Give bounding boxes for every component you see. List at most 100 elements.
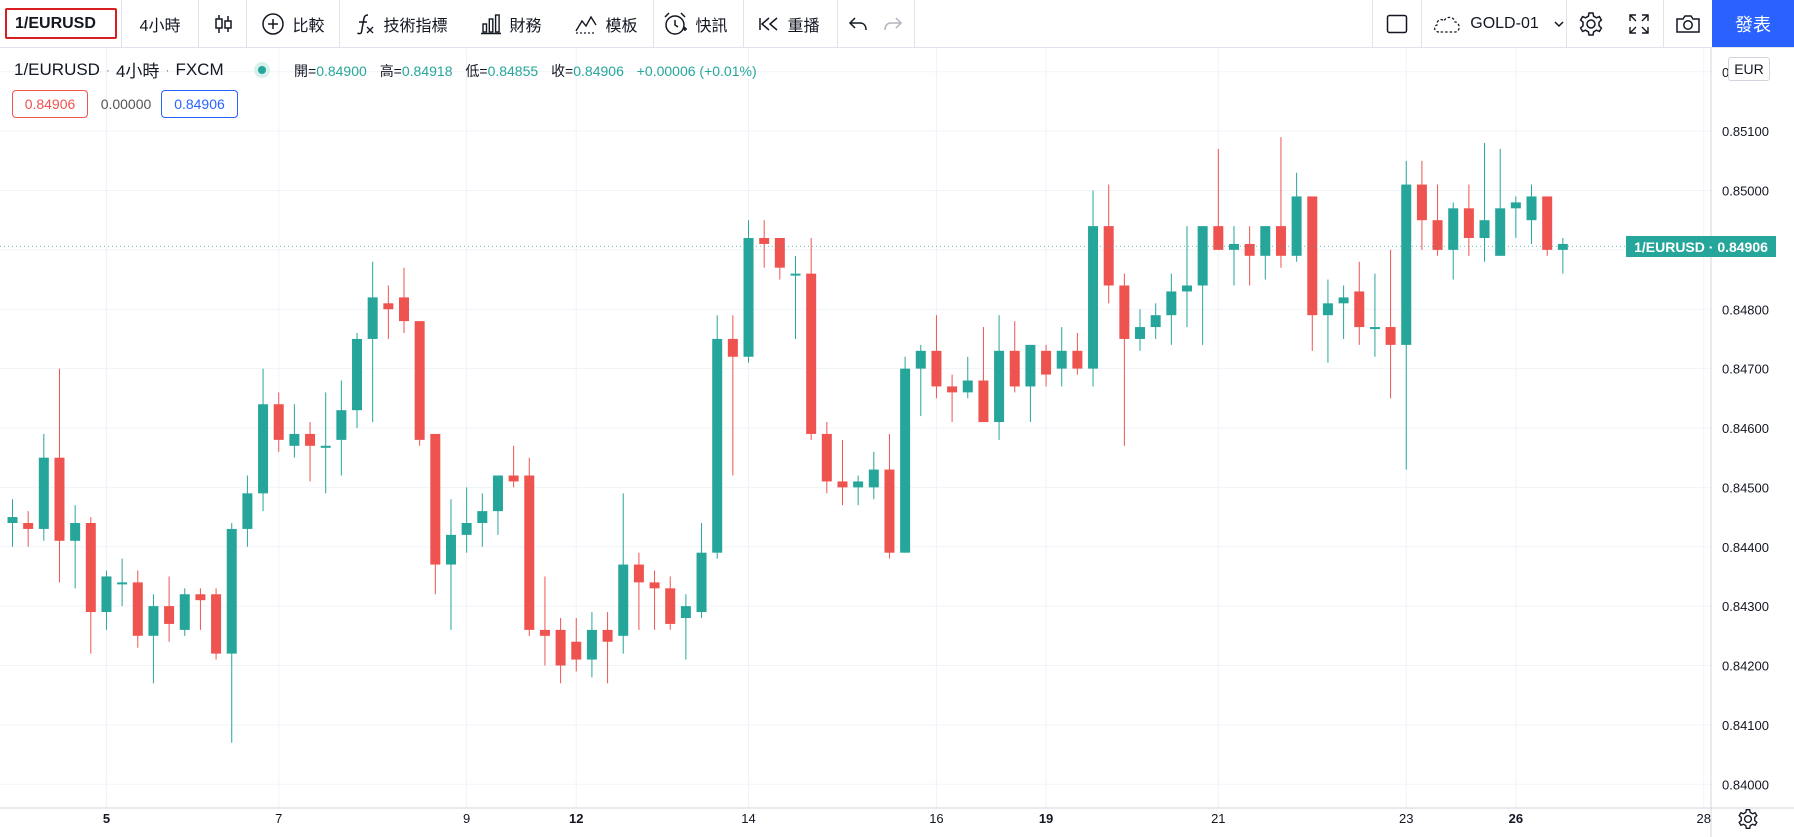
symbol-search-button[interactable]: 1/EURUSD: [5, 8, 117, 39]
fullscreen-button[interactable]: [1616, 0, 1662, 47]
candle: [1072, 333, 1083, 375]
candle-body: [665, 588, 676, 624]
candle-body: [1088, 226, 1099, 369]
candle: [7, 499, 18, 547]
candle-body: [962, 380, 973, 393]
sell-price-button[interactable]: 0.84906: [12, 90, 88, 118]
candle: [1542, 196, 1553, 256]
gear-icon: [1738, 809, 1758, 829]
candle: [790, 255, 801, 339]
currency-badge[interactable]: EUR: [1728, 57, 1770, 81]
candle: [1322, 279, 1333, 363]
redo-button[interactable]: [876, 0, 910, 47]
snapshot-button[interactable]: [1665, 0, 1711, 47]
publish-button[interactable]: 發表: [1712, 0, 1794, 47]
undo-button[interactable]: [841, 0, 875, 47]
candle: [70, 505, 81, 589]
candle-body: [336, 410, 347, 440]
price-chart[interactable]: 0.852000.851000.850000.849000.848000.847…: [0, 48, 1794, 837]
compare-button[interactable]: 比較: [248, 0, 338, 47]
candle-body: [633, 564, 644, 583]
time-tick-label: 12: [569, 811, 583, 826]
price-tick-label: 0.85000: [1722, 184, 1769, 199]
undo-icon: [848, 16, 867, 30]
candle: [445, 499, 456, 630]
candle-body: [727, 338, 738, 357]
cloud-layout-button[interactable]: GOLD-01: [1423, 0, 1573, 47]
candle: [618, 493, 629, 654]
templates-button[interactable]: 模板: [567, 0, 645, 47]
candle-body: [179, 594, 190, 630]
candle: [1432, 184, 1443, 256]
candle: [1135, 309, 1146, 351]
candle-body: [1182, 285, 1192, 292]
time-tick-label: 23: [1399, 811, 1413, 826]
legend-separator: ·: [105, 62, 110, 77]
candles-icon: [214, 14, 232, 33]
templates-label: 模板: [605, 17, 638, 35]
alert-button[interactable]: 快訊: [655, 0, 735, 47]
interval-button[interactable]: 4小時: [124, 0, 196, 47]
candle: [586, 612, 597, 678]
candle: [665, 576, 676, 630]
candle-body: [305, 433, 316, 446]
candle-body: [1009, 350, 1020, 387]
candle-body: [1072, 350, 1083, 369]
toolbar-divider: [1421, 0, 1422, 47]
alert-label: 快訊: [695, 17, 728, 35]
candle-body: [774, 238, 785, 268]
close-label: 收=: [551, 63, 574, 79]
candle-body: [1025, 344, 1036, 387]
time-tick-label: 9: [463, 811, 470, 826]
candle-body: [242, 493, 253, 529]
candle-body: [1244, 243, 1255, 256]
candle: [195, 588, 206, 630]
time-tick-label: 26: [1509, 811, 1523, 826]
candle-body: [508, 475, 519, 482]
candle: [367, 261, 378, 423]
price-tick-label: 0.84700: [1722, 362, 1769, 377]
buy-price-button[interactable]: 0.84906: [161, 90, 238, 118]
toolbar-divider: [837, 0, 838, 47]
candle: [179, 588, 190, 636]
candle-body: [994, 350, 1005, 423]
candle: [900, 356, 911, 553]
layout-name: GOLD-01: [1470, 14, 1539, 32]
candle: [743, 220, 754, 363]
candle-body: [164, 606, 175, 624]
settings-button[interactable]: [1568, 0, 1614, 47]
candle: [1291, 172, 1302, 262]
candle: [884, 433, 895, 559]
candle-body: [524, 475, 535, 630]
toolbar-divider: [743, 0, 744, 47]
time-axis: 5 7 9 12 14 16 19 21 23 26 28: [103, 811, 1711, 826]
axis-settings-button[interactable]: [1737, 808, 1759, 835]
candle: [1009, 321, 1020, 393]
candle: [85, 517, 96, 654]
layout-select-button[interactable]: [1374, 0, 1420, 47]
candle-body: [1307, 196, 1318, 316]
candle: [23, 511, 34, 547]
chart-type-button[interactable]: [199, 0, 246, 47]
time-tick-label: 14: [741, 811, 755, 826]
candle: [477, 493, 488, 547]
indicators-button[interactable]: 技術指標: [341, 0, 461, 47]
candle-body: [1135, 327, 1146, 339]
toolbar-divider: [653, 0, 654, 47]
series-legend[interactable]: 1/EURUSD · 4小時 · FXCM: [14, 57, 224, 82]
candle-body: [1228, 243, 1239, 250]
candle-body: [211, 594, 222, 654]
candle-body: [85, 523, 96, 613]
candle-body: [70, 523, 81, 541]
replay-label: 重播: [787, 17, 820, 35]
candle: [602, 612, 613, 684]
gear-icon: [1579, 11, 1603, 36]
candle-body: [383, 303, 394, 310]
financials-button[interactable]: 財務: [472, 0, 550, 47]
replay-button[interactable]: 重播: [745, 0, 833, 47]
indicators-label: 技術指標: [383, 17, 448, 35]
plus-circle-icon: [261, 12, 285, 36]
candle-body: [680, 606, 691, 618]
candle-body: [837, 481, 848, 488]
candle-body: [821, 433, 832, 482]
